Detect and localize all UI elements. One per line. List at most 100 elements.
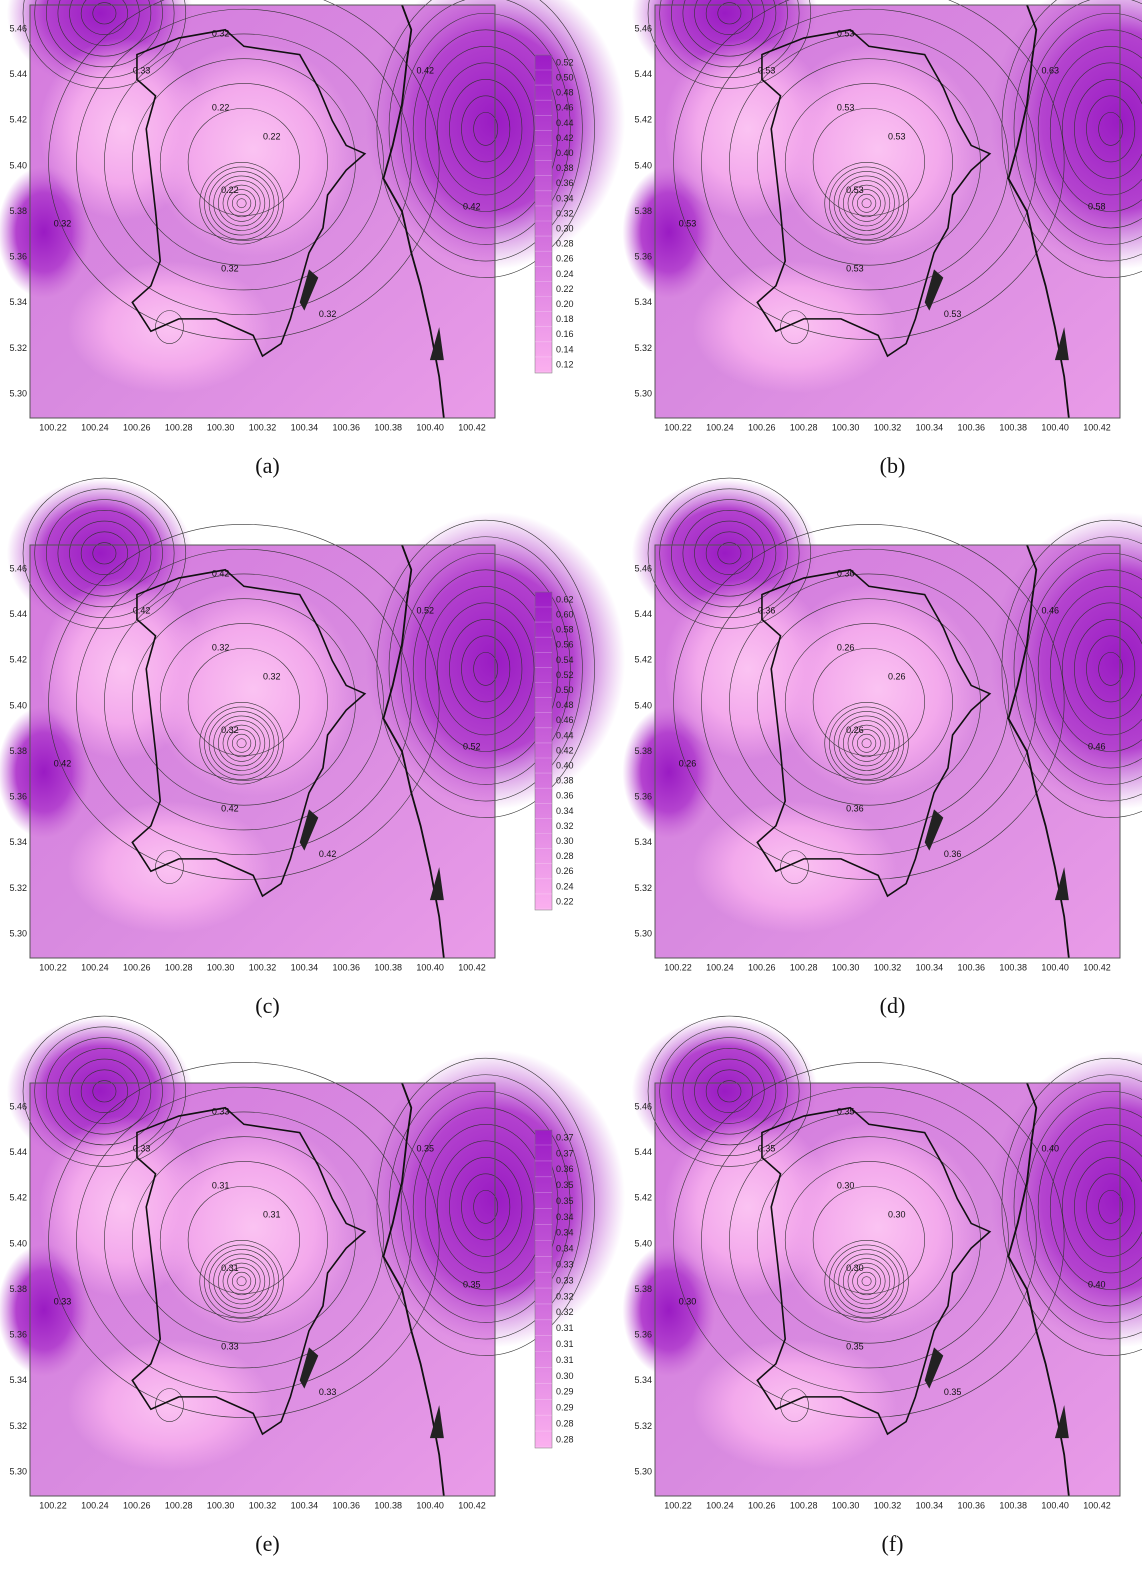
- contour-line: [671, 1038, 787, 1145]
- colorbar-label: 0.52: [556, 57, 574, 67]
- contour-line: [413, 30, 558, 228]
- island: [924, 809, 944, 851]
- contour-label: 0.33: [54, 1296, 72, 1306]
- contour-line: [1038, 570, 1142, 768]
- low-zone: [775, 42, 981, 257]
- x-tick-label: 100.28: [165, 1500, 193, 1510]
- colorbar-label: 0.38: [556, 163, 574, 173]
- x-tick-label: 100.36: [333, 422, 361, 432]
- y-tick-label: 5.46: [9, 563, 27, 573]
- y-tick-label: 5.32: [9, 883, 27, 893]
- contour-line: [695, 1059, 765, 1123]
- island: [299, 1347, 319, 1389]
- x-tick-label: 100.30: [832, 962, 860, 972]
- map-contours: [622, 0, 1142, 418]
- contour-line: [706, 0, 753, 35]
- coastline: [757, 570, 990, 896]
- contour-line: [49, 0, 440, 340]
- contour-line: [785, 1161, 952, 1318]
- x-tick-label: 100.38: [374, 422, 402, 432]
- x-tick-label: 100.34: [291, 422, 319, 432]
- x-tick-label: 100.38: [999, 1500, 1027, 1510]
- x-tick-label: 100.34: [916, 422, 944, 432]
- x-tick-label: 100.42: [1083, 422, 1111, 432]
- contour-line: [1014, 537, 1142, 801]
- contour-label: 0.53: [944, 309, 962, 319]
- contour-line: [718, 1081, 741, 1102]
- contour-line: [188, 648, 300, 755]
- contour-line: [160, 1161, 327, 1318]
- colorbar-scale: [534, 591, 553, 911]
- contour-label: 0.36: [944, 849, 962, 859]
- contour-line: [214, 716, 270, 771]
- contour-line: [1087, 96, 1135, 162]
- contour-line: [1062, 1141, 1142, 1273]
- x-tick-label: 100.40: [1041, 1500, 1069, 1510]
- low-zone: [692, 1339, 897, 1472]
- contour-label: 0.32: [212, 643, 230, 653]
- x-tick-label: 100.38: [999, 422, 1027, 432]
- contour-line: [857, 734, 876, 752]
- x-tick-label: 100.36: [958, 422, 986, 432]
- x-tick-label: 100.42: [1083, 1500, 1111, 1510]
- contour-line: [695, 521, 765, 585]
- map-contours: [0, 478, 626, 958]
- contour-line: [785, 83, 952, 240]
- colorbar-label: 0.12: [556, 359, 574, 369]
- contour-line: [1050, 586, 1142, 751]
- colorbar-label: 0.34: [556, 806, 574, 816]
- contour-line: [1074, 1157, 1142, 1256]
- colorbar-label: 0.37: [556, 1148, 574, 1158]
- x-tick-label: 100.24: [706, 422, 734, 432]
- contour-label: 0.53: [837, 103, 855, 113]
- colorbar-label: 0.33: [556, 1260, 574, 1270]
- colorbar-label: 0.44: [556, 118, 574, 128]
- map-frame: [654, 4, 1121, 419]
- y-tick-label: 5.42: [9, 115, 27, 125]
- x-tick-label: 100.42: [458, 422, 486, 432]
- y-tick-label: 5.32: [634, 883, 652, 893]
- map-panel: 0.35 0.35 0.30 0.30 0.30 0.35 0.30 0.40 0.40 0.35…: [622, 1016, 1142, 1556]
- contour-line: [401, 1091, 570, 1322]
- low-zone: [39, 38, 207, 220]
- contour-line: [843, 1259, 890, 1304]
- contour-line: [702, 549, 1037, 855]
- colorbar-label: 0.40: [556, 760, 574, 770]
- colorbar-label: 0.31: [556, 1339, 574, 1349]
- colorbar-label: 0.52: [556, 670, 574, 680]
- contour-label: 0.26: [679, 758, 697, 768]
- colorbar-label: 0.44: [556, 730, 574, 740]
- contour-line: [401, 553, 570, 784]
- contour-line: [839, 716, 895, 771]
- y-tick-label: 5.32: [634, 1421, 652, 1431]
- contour-line: [1038, 30, 1142, 228]
- x-tick-label: 100.32: [874, 962, 902, 972]
- contour-line: [70, 1059, 140, 1123]
- contour-label: 0.35: [758, 1143, 776, 1153]
- y-tick-label: 5.30: [9, 388, 27, 398]
- contour-label: 0.53: [846, 185, 864, 195]
- colorbar-label: 0.20: [556, 299, 574, 309]
- x-tick-label: 100.22: [664, 1500, 692, 1510]
- contour-line: [377, 1058, 595, 1355]
- x-tick-label: 100.38: [374, 962, 402, 972]
- colorbar: 0.52 0.50 0.48 0.46 0.44 0.42 0.40 0.38 0.36 0.34…: [534, 54, 574, 374]
- contour-line: [389, 1075, 582, 1339]
- contour-line: [1014, 1075, 1142, 1339]
- contour-label: 0.40: [1088, 1280, 1106, 1290]
- contour-label: 0.35: [837, 1106, 855, 1116]
- contour-line: [843, 721, 890, 766]
- y-tick-label: 5.40: [634, 160, 652, 170]
- contour-line: [829, 1245, 903, 1318]
- y-tick-label: 5.42: [634, 655, 652, 665]
- x-tick-label: 100.36: [333, 1500, 361, 1510]
- colorbar-label: 0.40: [556, 148, 574, 158]
- colorbar-label: 0.42: [556, 133, 574, 143]
- coastline: [132, 570, 365, 896]
- coastline: [132, 30, 365, 356]
- y-tick-label: 5.40: [634, 700, 652, 710]
- map-frame: [654, 544, 1121, 959]
- contour-line: [23, 478, 186, 628]
- contour-line: [648, 1016, 811, 1166]
- y-tick-label: 5.34: [634, 837, 652, 847]
